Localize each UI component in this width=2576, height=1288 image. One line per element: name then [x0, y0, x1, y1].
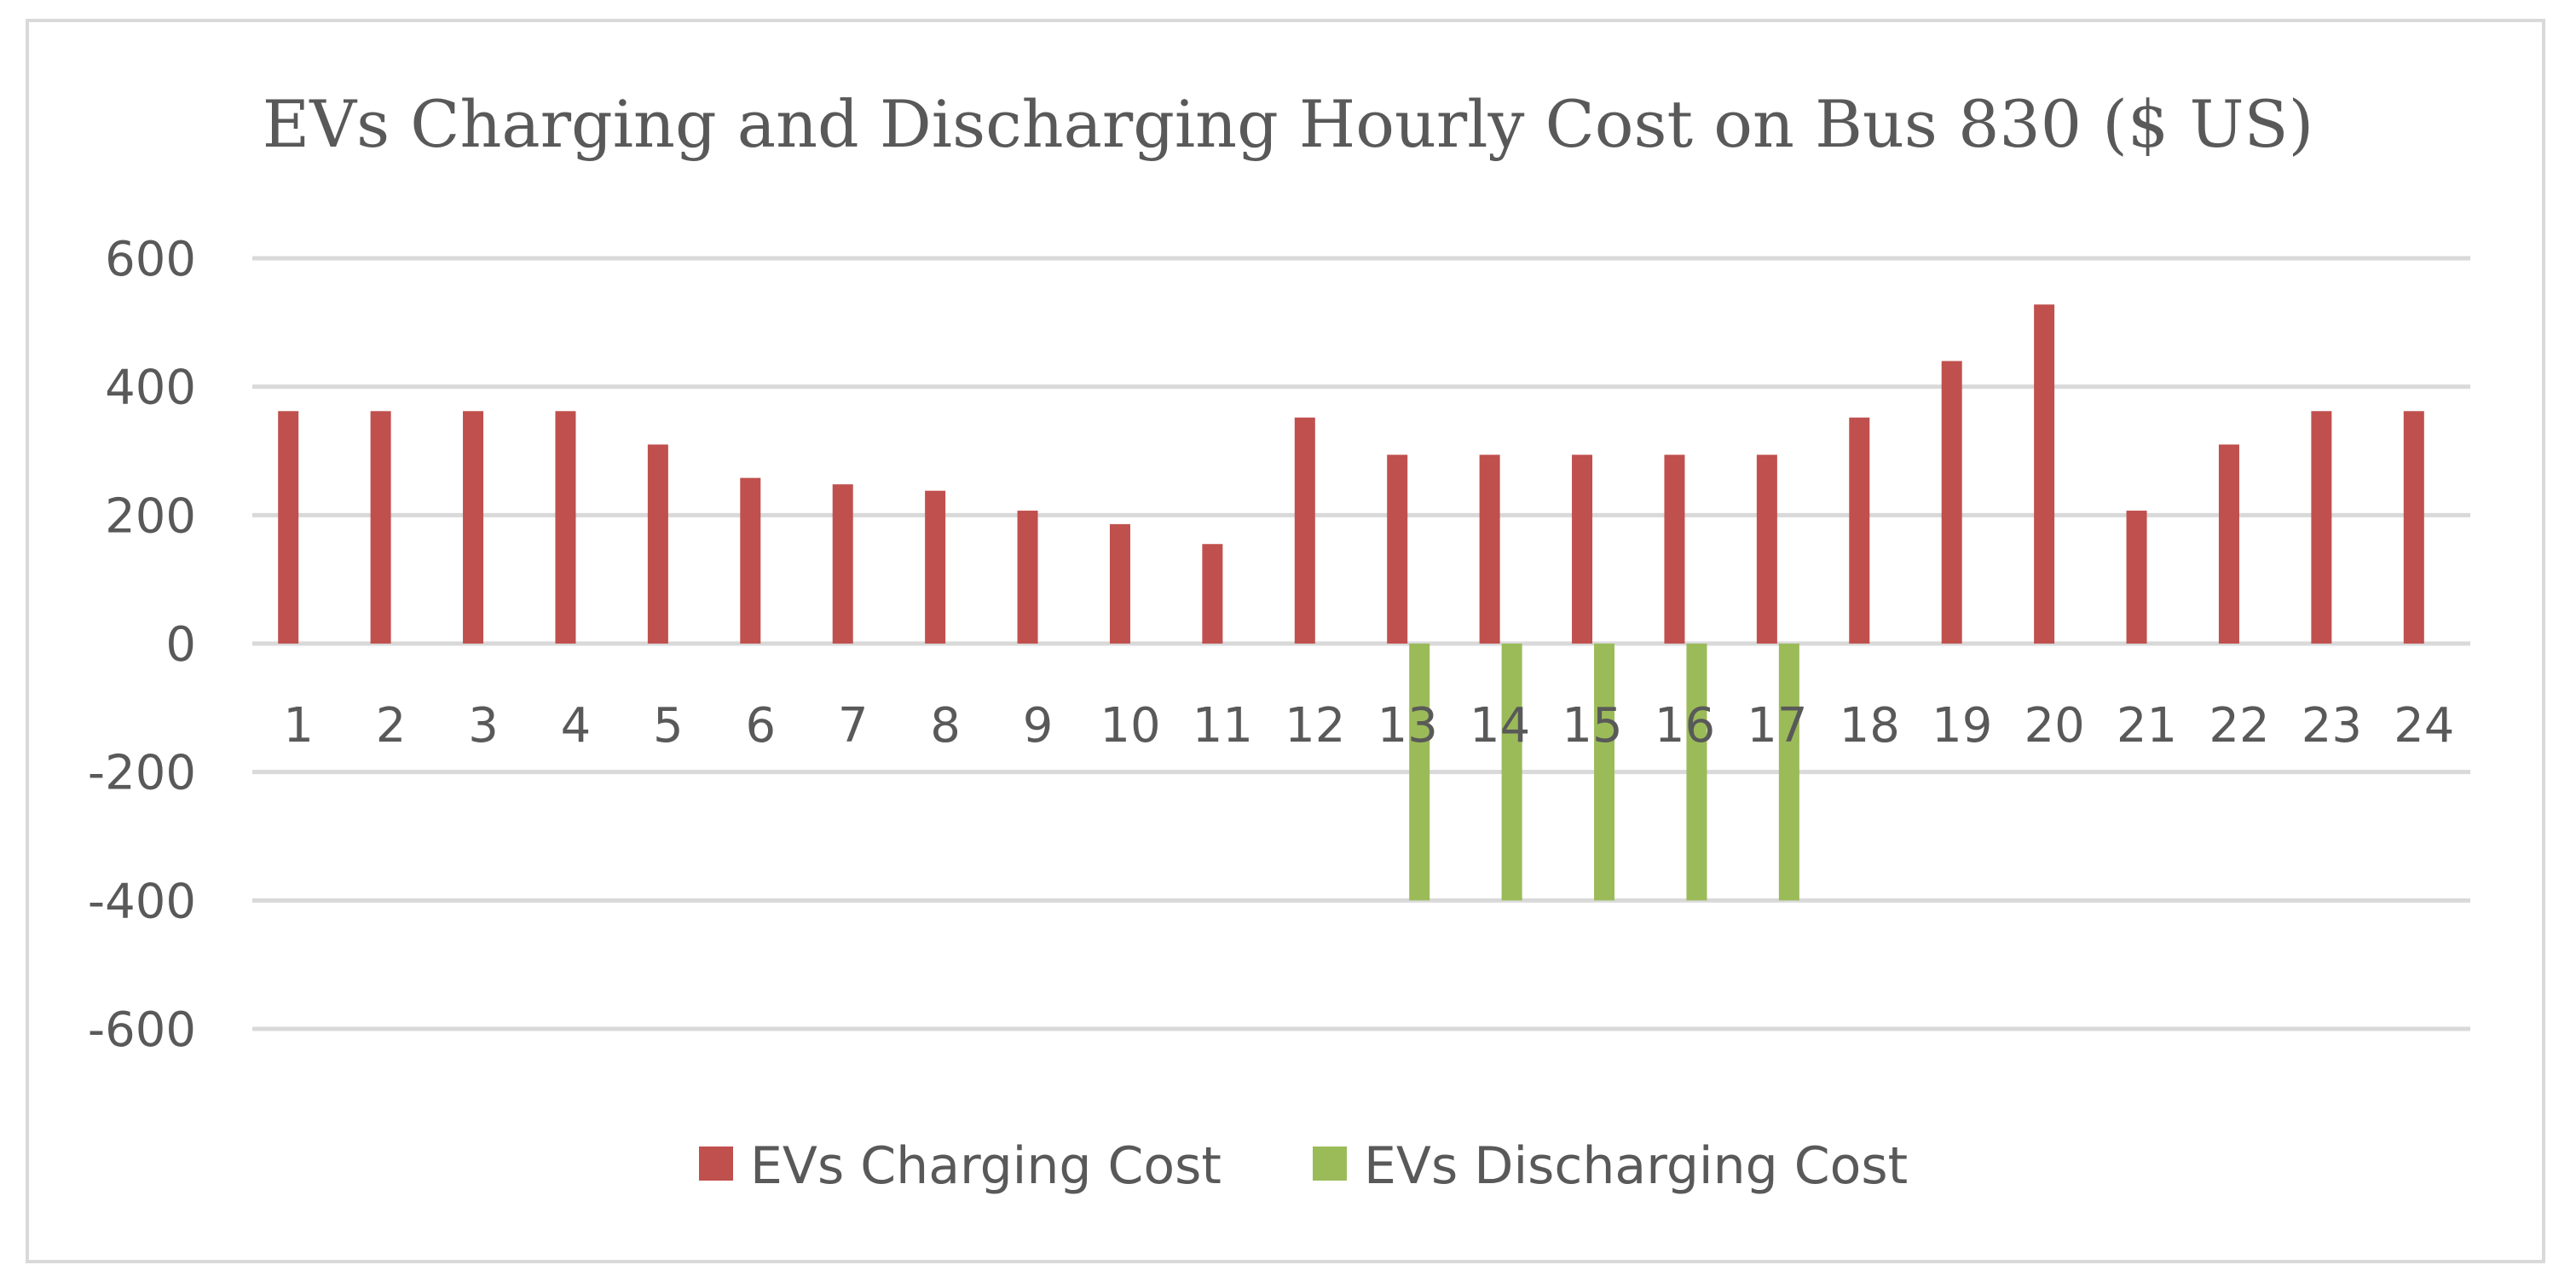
discharging-bar-13: [1409, 644, 1430, 901]
gridlines: [252, 256, 2470, 1031]
discharging-bar-15: [1594, 644, 1615, 901]
charging-bar-22: [2218, 444, 2239, 644]
charging-bar-15: [1572, 454, 1593, 644]
y-tick-label: -200: [88, 746, 196, 801]
charging-bar-20: [2034, 304, 2055, 644]
x-tick-label: 11: [1193, 698, 1253, 754]
chart-title: EVs Charging and Discharging Hourly Cost…: [263, 86, 2313, 162]
charging-bar-14: [1479, 454, 1500, 644]
x-tick-label: 13: [1378, 698, 1438, 754]
bars: [278, 304, 2424, 901]
charging-bar-5: [647, 444, 668, 644]
x-tick-label: 10: [1100, 698, 1160, 754]
charging-bar-9: [1017, 511, 1038, 644]
y-tick-label: 0: [165, 617, 196, 673]
charging-bar-12: [1294, 417, 1315, 644]
x-tick-label: 15: [1562, 698, 1622, 754]
x-tick-label: 24: [2394, 698, 2454, 754]
x-tick-label: 22: [2209, 698, 2269, 754]
legend-label-charging: EVs Charging Cost: [750, 1136, 1222, 1196]
charging-bar-11: [1202, 544, 1223, 644]
charging-bar-23: [2311, 411, 2332, 644]
charging-bar-24: [2403, 411, 2424, 644]
charging-bar-8: [925, 490, 946, 644]
charging-bar-7: [832, 484, 853, 644]
charging-bar-1: [278, 411, 299, 644]
charging-bar-16: [1664, 454, 1685, 644]
charging-bar-4: [555, 411, 576, 644]
y-axis-ticks: 600 400 200 0 -200 -400 -600: [88, 232, 196, 1058]
legend: EVs Charging Cost EVs Discharging Cost: [699, 1136, 1908, 1196]
charging-bar-18: [1849, 417, 1870, 644]
x-tick-label: 9: [1023, 698, 1054, 754]
x-tick-label: 12: [1285, 698, 1345, 754]
y-tick-label: -600: [88, 1002, 196, 1058]
x-tick-label: 16: [1655, 698, 1715, 754]
charging-bar-6: [740, 477, 761, 644]
x-tick-label: 17: [1747, 698, 1807, 754]
x-tick-label: 19: [1932, 698, 1992, 754]
legend-swatch-charging: [699, 1146, 733, 1181]
charging-bar-21: [2126, 511, 2147, 644]
discharging-bar-17: [1778, 644, 1799, 901]
x-tick-label: 18: [1840, 698, 1900, 754]
charging-bar-17: [1756, 454, 1777, 644]
legend-label-discharging: EVs Discharging Cost: [1364, 1136, 1908, 1196]
x-axis-ticks: 1 2 3 4 5 6 7 8 9 10 11 12 13 14 15 16 17 18 19 20 21 22 23 24: [283, 698, 2454, 754]
x-tick-label: 7: [838, 698, 869, 754]
discharging-bar-14: [1501, 644, 1522, 901]
y-tick-label: -400: [88, 874, 196, 929]
legend-swatch-discharging: [1313, 1146, 1347, 1181]
x-tick-label: 14: [1470, 698, 1530, 754]
charging-bar-13: [1387, 454, 1408, 644]
charging-bar-3: [463, 411, 484, 644]
y-tick-label: 200: [105, 488, 196, 544]
chart-frame: [26, 19, 2545, 1263]
x-tick-label: 21: [2117, 698, 2177, 754]
x-tick-label: 2: [376, 698, 407, 754]
x-tick-label: 3: [468, 698, 499, 754]
charging-bar-2: [370, 411, 391, 644]
x-tick-label: 20: [2024, 698, 2084, 754]
x-tick-label: 8: [930, 698, 961, 754]
y-tick-label: 600: [105, 232, 196, 287]
discharging-bar-16: [1686, 644, 1707, 901]
x-tick-label: 6: [745, 698, 776, 754]
charging-bar-19: [1941, 361, 1962, 644]
x-tick-label: 5: [653, 698, 684, 754]
x-tick-label: 1: [283, 698, 314, 754]
x-tick-label: 4: [561, 698, 592, 754]
x-tick-label: 23: [2302, 698, 2362, 754]
charging-bar-10: [1109, 523, 1130, 644]
y-tick-label: 400: [105, 361, 196, 416]
